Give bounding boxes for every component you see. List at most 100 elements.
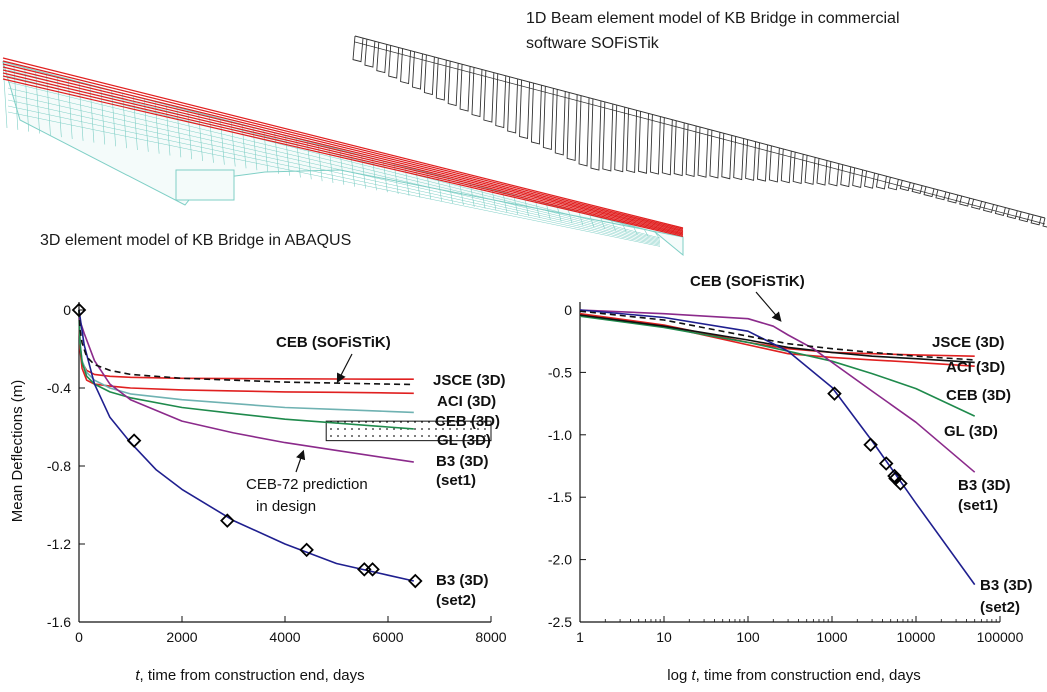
y-tick-label: -1.0 xyxy=(548,427,572,443)
beam-frame-section xyxy=(626,108,638,174)
label-b3-set1-a: B3 (3D) xyxy=(958,477,1011,494)
beam-frame-section xyxy=(697,126,709,178)
beam-frame-section xyxy=(519,79,531,140)
y-tick-label: -0.4 xyxy=(47,380,71,396)
series-line xyxy=(579,312,975,357)
tendon-line xyxy=(2,78,684,237)
series-line xyxy=(579,309,976,586)
x-tick-label: 2000 xyxy=(166,629,197,645)
ceb72-arrow xyxy=(295,449,306,473)
annotation-ceb72-line2: in design xyxy=(256,498,316,515)
series-line xyxy=(579,314,975,364)
beam-frame-section xyxy=(852,167,864,188)
x-tick-label: 10 xyxy=(656,629,672,645)
beam-frame-section xyxy=(804,155,816,185)
tendon-line xyxy=(2,72,684,235)
solid-element-bridge-model xyxy=(2,57,684,257)
beam-frame-section xyxy=(685,123,697,177)
tendon-line xyxy=(2,57,684,229)
right-deflection-chart: 1 10 100 1000 10000 100000 0 -0.5 -1.0 -1.5 -2.0 -2… xyxy=(548,273,1033,684)
measured-point xyxy=(893,476,908,491)
right-x-axis-label: log t, time from construction end, days xyxy=(667,667,920,684)
label-jsce: JSCE (3D) xyxy=(932,334,1005,351)
measured-point xyxy=(887,468,902,484)
beam-frame-section xyxy=(1030,214,1042,226)
beam-frame-section xyxy=(412,51,423,90)
y-tick-label: 0 xyxy=(63,302,71,318)
mesh-line xyxy=(209,115,214,163)
beam-frame-section xyxy=(471,67,483,118)
beam-frame-section xyxy=(768,145,780,183)
beam-frame-section xyxy=(352,35,364,63)
y-tick-label: -2.0 xyxy=(548,552,572,568)
right-chart-ticks: 1 10 100 1000 10000 100000 0 -0.5 -1.0 -1.5 -2.0 -2… xyxy=(548,302,1024,645)
beam-frame-section xyxy=(994,205,1006,216)
mesh-line xyxy=(513,195,519,215)
mesh-line xyxy=(154,101,160,154)
ceb-sofistik-arrow xyxy=(336,353,353,384)
beam-frame-section xyxy=(923,186,935,198)
bridge-girder-body xyxy=(2,61,684,257)
series-line xyxy=(78,309,414,582)
beam-frame-section xyxy=(947,192,959,204)
mesh-line xyxy=(622,223,627,233)
beam-frame-section xyxy=(757,142,768,182)
label-ceb: CEB (3D) xyxy=(435,413,500,430)
x-axis-label-rest: , time from construction end, days xyxy=(140,667,365,684)
series-line xyxy=(78,309,414,395)
right-chart-measured-points xyxy=(827,386,908,491)
tendon-line xyxy=(2,75,684,236)
x-axis-label-pre: log xyxy=(667,667,691,684)
y-tick-label: -0.5 xyxy=(548,364,572,380)
tendon-line xyxy=(2,69,684,234)
beam-frame-section xyxy=(614,105,626,173)
mesh-line xyxy=(546,203,551,220)
left-deflection-chart: 0 2000 4000 6000 8000 0 -0.4 -0.8 -1.2 -1.6 Mean … xyxy=(9,302,507,684)
y-tick-label: -0.8 xyxy=(47,458,71,474)
mesh-line xyxy=(578,212,584,226)
annotation-ceb72-line1: CEB-72 prediction xyxy=(246,476,368,493)
beam-frame-section xyxy=(459,64,471,112)
x-tick-label: 4000 xyxy=(269,629,300,645)
beam-frame-section xyxy=(400,48,412,85)
beam-frame-section xyxy=(590,98,602,171)
beam-frame-section xyxy=(828,161,840,187)
beam-frame-section xyxy=(673,120,685,177)
left-chart-measured-points xyxy=(71,302,423,589)
mesh-line xyxy=(524,197,529,217)
measured-point xyxy=(878,456,894,471)
beam-frame-section xyxy=(423,54,435,96)
beam-frame-section xyxy=(792,152,804,185)
y-tick-label: -1.2 xyxy=(47,536,71,552)
x-axis-label-rest: , time from construction end, days xyxy=(696,667,921,684)
beam-frame-section xyxy=(1042,217,1047,228)
beam-frame-section xyxy=(554,89,566,156)
mesh-line xyxy=(176,107,182,158)
beam-frame-section xyxy=(376,42,388,74)
measured-point xyxy=(408,573,423,589)
measured-point xyxy=(827,386,842,401)
series-line xyxy=(78,309,414,430)
mesh-line xyxy=(567,209,573,224)
beam-frame-section xyxy=(709,130,721,179)
x-tick-label: 100 xyxy=(736,629,760,645)
beam-frame-section xyxy=(1006,208,1018,220)
beam-frame-section xyxy=(971,199,983,210)
x-tick-label: 6000 xyxy=(372,629,403,645)
beam-frame-section xyxy=(733,136,745,181)
y-tick-label: -1.5 xyxy=(548,489,572,505)
mesh-line xyxy=(100,87,106,145)
beam-frame-section xyxy=(578,95,590,167)
x-axis-label-italic: t xyxy=(691,667,696,684)
label-aci: ACI (3D) xyxy=(437,393,496,410)
tendon-line xyxy=(2,63,684,231)
label-b3-set1-a: B3 (3D) xyxy=(436,453,489,470)
mesh-line xyxy=(7,99,661,245)
series-line xyxy=(579,315,976,417)
measured-point xyxy=(71,302,87,318)
beam-frame-section xyxy=(435,57,447,101)
measured-point xyxy=(863,437,878,453)
series-line xyxy=(78,317,414,463)
x-tick-label: 100000 xyxy=(977,629,1024,645)
mesh-line xyxy=(7,105,661,246)
